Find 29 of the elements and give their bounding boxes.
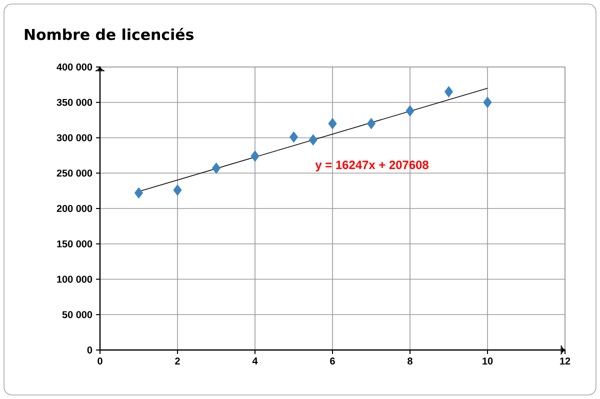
x-tick-label: 12 — [560, 358, 570, 364]
y-tick-label: 300 000 — [56, 134, 92, 142]
point — [173, 184, 182, 196]
x-tick-label: 8 — [408, 358, 412, 365]
point — [212, 162, 221, 174]
annotation: y = 16247x + 207608 — [315, 160, 428, 172]
point — [134, 187, 144, 199]
point — [483, 96, 492, 108]
y-tick-label: 400 000 — [56, 63, 92, 71]
y-tick-label: 50 000 — [62, 311, 92, 318]
x-tick-label: 0 — [98, 358, 102, 365]
x-tick-label: 10 — [482, 358, 493, 365]
y-tick-label: 200 000 — [56, 204, 92, 212]
point — [289, 131, 298, 143]
x-tick-label: 6 — [330, 358, 335, 365]
x-tick-label: 4 — [252, 358, 258, 364]
point — [328, 118, 337, 130]
chart-title: Nombre de licenciés — [24, 28, 194, 40]
point — [250, 150, 260, 162]
y-tick-label: 250 000 — [56, 170, 92, 177]
point — [308, 134, 318, 146]
y-tick-label: 0 — [87, 346, 92, 354]
y-tick-label: 350 000 — [56, 98, 92, 106]
y-tick-label: 150 000 — [57, 240, 92, 248]
y-tick-label: 100 000 — [57, 276, 92, 283]
point — [444, 86, 454, 98]
point — [366, 118, 376, 130]
x-tick-label: 2 — [175, 358, 180, 364]
point — [406, 105, 414, 117]
